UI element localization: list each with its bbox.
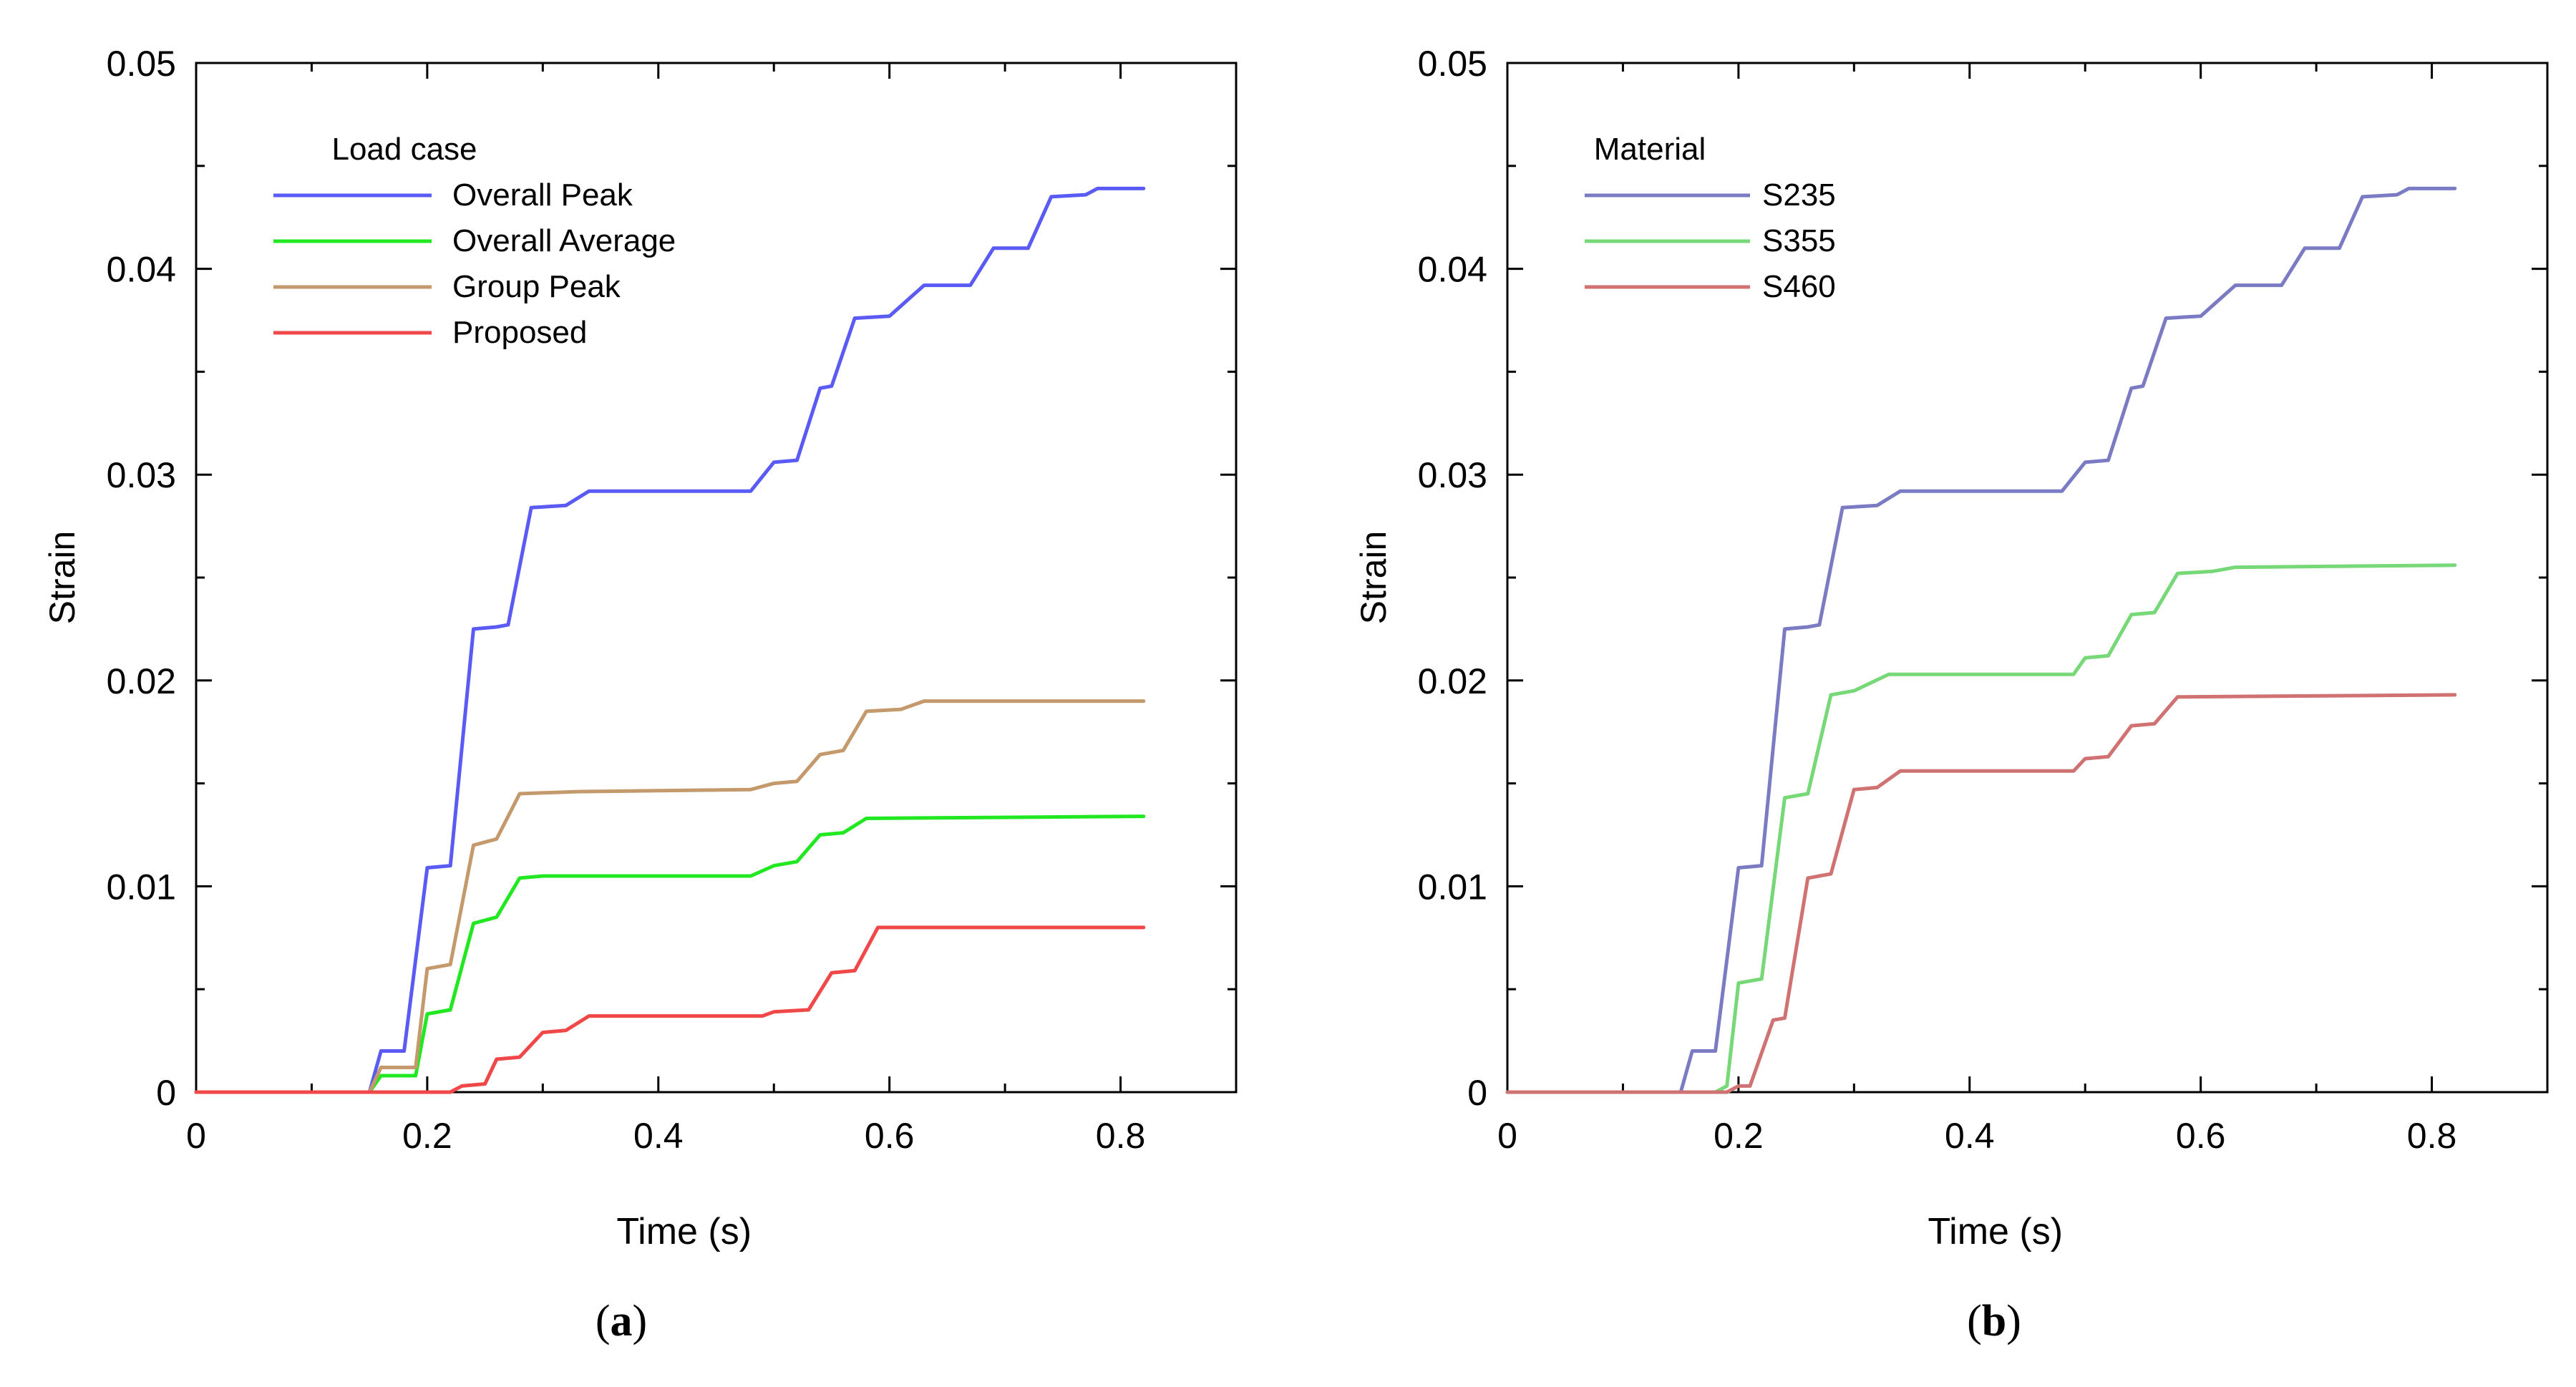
legend: Material S235 S355 S460	[1585, 132, 1836, 304]
legend-entry: Proposed	[452, 315, 587, 350]
y-tick-label: 0	[1467, 1073, 1487, 1113]
legend: Load case Overall Peak Overall Average Grou…	[273, 132, 676, 350]
legend-title: Material	[1594, 132, 1706, 167]
legend-entry: Overall Average	[452, 223, 676, 258]
y-tick-label: 0	[156, 1073, 176, 1113]
y-tick-label: 0.02	[107, 661, 176, 701]
y-tick-label: 0.04	[1418, 250, 1487, 290]
y-tick-label: 0.04	[107, 250, 176, 290]
y-tick-label: 0.02	[1418, 661, 1487, 701]
legend-title: Load case	[331, 132, 477, 167]
x-tick-label: 0.8	[2407, 1116, 2457, 1156]
chart-panel-a: 0 0.2 0.4 0.6 0.8 0 0.01 0.02 0.03 0.04 0.05 Time (…	[42, 44, 1238, 1345]
x-tick-label: 0.4	[1945, 1116, 1995, 1156]
series-line-s235	[1505, 186, 2457, 1094]
series-line-group-peak	[194, 699, 1146, 1094]
x-tick-label: 0.8	[1096, 1116, 1146, 1156]
panel-caption: (b)	[1967, 1297, 2021, 1345]
legend-entry: S355	[1762, 223, 1836, 258]
panel-caption: (a)	[596, 1297, 647, 1345]
panel-label: b	[1982, 1297, 2006, 1345]
x-tick-label: 0	[1497, 1116, 1517, 1156]
series-line-overall-peak	[194, 186, 1146, 1094]
x-tick-label: 0.6	[2176, 1116, 2226, 1156]
y-tick-label: 0.05	[107, 44, 176, 84]
series-line-overall-average	[194, 814, 1146, 1094]
series-line-s355	[1505, 563, 2457, 1094]
y-tick-label: 0.03	[107, 455, 176, 495]
x-tick-label: 0.4	[633, 1116, 684, 1156]
y-tick-label: 0.01	[1418, 867, 1487, 907]
plot-frame	[195, 62, 1238, 1094]
x-tick-label: 0.6	[865, 1116, 915, 1156]
x-axis-label: Time (s)	[616, 1211, 752, 1252]
x-axis-label: Time (s)	[1928, 1211, 2063, 1252]
panel-label: a	[611, 1297, 633, 1345]
legend-entry: Overall Peak	[452, 177, 633, 213]
x-tick-label: 0.2	[402, 1116, 452, 1156]
y-tick-label: 0.01	[107, 867, 176, 907]
series-line-proposed	[194, 925, 1146, 1094]
legend-entry: S235	[1762, 177, 1836, 213]
y-tick-label: 0.03	[1418, 455, 1487, 495]
plot-frame	[1506, 62, 2549, 1094]
x-tick-label: 0.2	[1714, 1116, 1764, 1156]
x-tick-label: 0	[186, 1116, 206, 1156]
series-line-s460	[1505, 693, 2457, 1094]
legend-entry: S460	[1762, 269, 1836, 304]
legend-entry: Group Peak	[452, 269, 621, 304]
y-axis-label: Strain	[1353, 531, 1394, 625]
y-tick-label: 0.05	[1418, 44, 1487, 84]
chart-panel-b: 0 0.2 0.4 0.6 0.8 0 0.01 0.02 0.03 0.04 0.05 Time (…	[1353, 44, 2549, 1345]
y-axis-label: Strain	[42, 531, 82, 625]
